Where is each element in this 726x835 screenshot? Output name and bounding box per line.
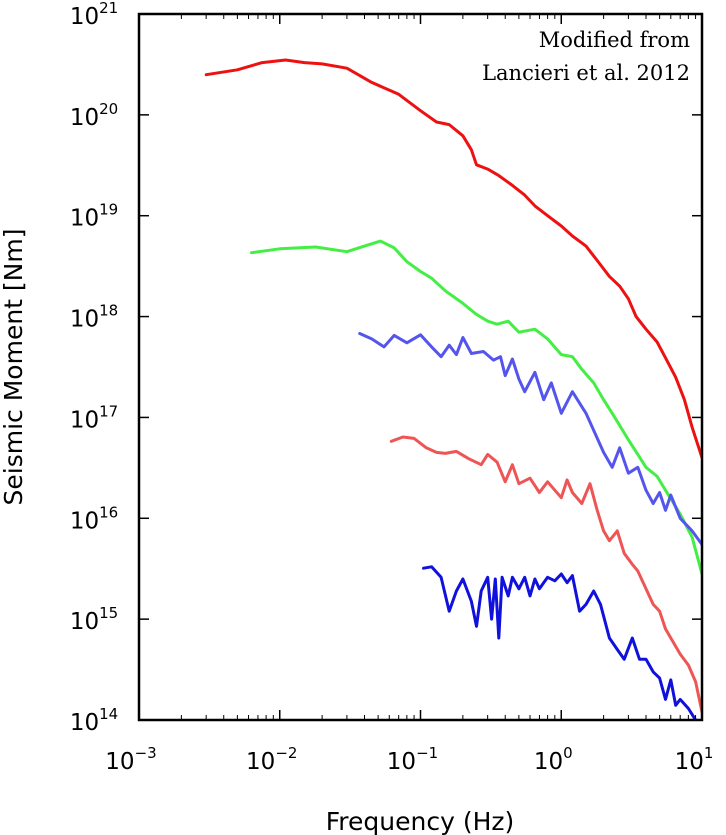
x-tick-label: 10−2 — [246, 744, 297, 775]
tick-label-layer: 10−3 10−2 10−1 100 101 1014 1015 1016 1017 1018 10… — [70, 0, 714, 775]
y-tick-label: 1020 — [70, 100, 118, 131]
y-tick-label: 1016 — [70, 503, 118, 534]
series-line-2 — [250, 239, 702, 576]
y-axis-label: Seismic Moment [Nm] — [0, 229, 28, 506]
y-tick-label: 1017 — [70, 402, 118, 433]
y-tick-label: 1015 — [70, 604, 118, 635]
annotation-line-1: Modified from — [539, 28, 690, 52]
series-line-3 — [358, 332, 702, 546]
series-line-5 — [422, 565, 698, 720]
y-tick-label: 1019 — [70, 201, 118, 232]
x-tick-label: 10−3 — [105, 744, 156, 775]
x-tick-label: 101 — [675, 744, 714, 775]
x-tick-label: 100 — [534, 744, 573, 775]
series-layer — [204, 58, 702, 720]
series-line-1 — [204, 58, 702, 460]
y-tick-label: 1014 — [70, 705, 118, 736]
y-tick-label: 1021 — [70, 0, 118, 30]
tick-layer — [138, 13, 703, 721]
x-tick-label: 10−1 — [387, 744, 438, 775]
plot-frame — [137, 12, 704, 722]
x-axis-label: Frequency (Hz) — [326, 807, 515, 835]
y-tick-label: 1018 — [70, 302, 118, 333]
series-line-4 — [389, 435, 702, 714]
annotation-line-2: Lancieri et al. 2012 — [482, 61, 690, 85]
